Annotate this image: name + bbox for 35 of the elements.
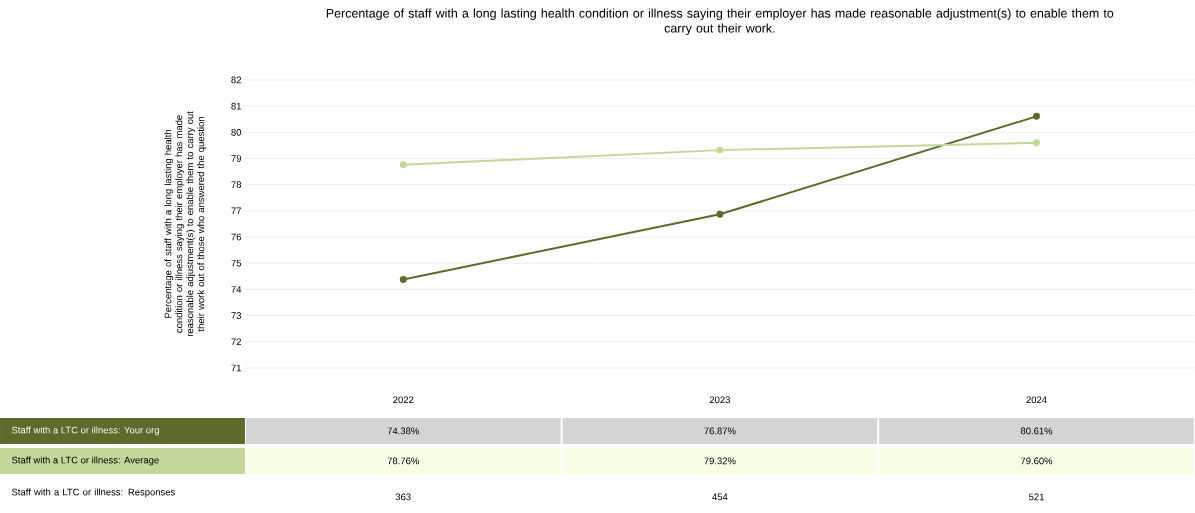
text: 363 [395,493,411,501]
y-axis-title: Percentage of staff with a long lasting health condition or illness saying their employer has made reasonable adjustment(s) to enable them to carry out their work out of those who answered the question [164,111,207,337]
point [1033,139,1040,147]
point [1033,112,1040,120]
y-tick-label: 78 [231,181,242,189]
y-tick-label: 72 [231,338,241,346]
chart-title: Percentage of staff with a long lasting health condition or illness saying their employer has made reasonable adjustment(s) to enable them to carry out their work. [326,8,1114,36]
data-label: 80.61% [1020,427,1053,435]
x-tick-label: 2023 [709,396,730,404]
data-label: 79.60% [1020,457,1053,465]
y-tick-label: 73 [231,312,242,319]
data-label: 78.76% [387,457,419,465]
y-tick-label: 79 [231,155,241,162]
point [399,161,407,169]
x-tick-label: 2024 [1026,396,1047,404]
y-tick-label: 77 [231,207,241,215]
text: 521 [1029,493,1044,501]
y-tick-label: 82 [231,76,241,84]
y-tick-label: 76 [231,233,242,241]
text: 454 [712,493,728,501]
data-label: 76.87% [704,427,736,435]
data-label: 74.38% [387,427,419,435]
x-tick-label: 2022 [393,396,414,404]
y-tick-label: 71 [231,364,241,372]
y-tick-label: 81 [231,102,241,110]
point [716,210,724,218]
text: Staff with a LTC or illness: Average [11,456,159,466]
y-tick-label: 80 [231,129,242,136]
text: Staff with a LTC or illness: Your org [11,426,159,436]
data-label: 79.32% [704,457,736,465]
text: Staff with a LTC or illness: Responses [11,488,175,498]
point [716,146,724,154]
y-tick-label: 74 [231,286,242,293]
y-tick-label: 75 [231,259,242,267]
point [399,276,407,283]
